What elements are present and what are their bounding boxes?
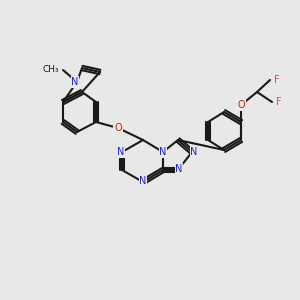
Text: N: N <box>139 176 147 186</box>
Text: O: O <box>114 123 122 133</box>
Text: F: F <box>274 75 280 85</box>
Text: F: F <box>276 97 282 107</box>
Text: CH₃: CH₃ <box>42 65 59 74</box>
Text: N: N <box>175 164 183 174</box>
Text: O: O <box>237 100 245 110</box>
Text: N: N <box>71 77 79 87</box>
Text: N: N <box>159 147 167 157</box>
Text: N: N <box>117 147 125 157</box>
Text: N: N <box>190 147 198 157</box>
